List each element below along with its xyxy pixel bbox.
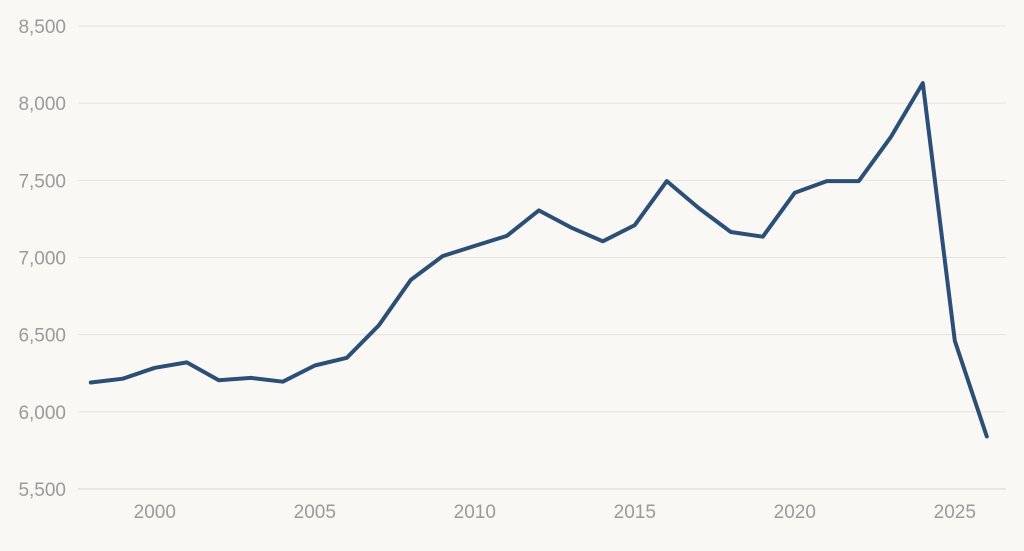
y-tick-label: 6,500 [18,326,66,347]
x-tick-label: 2020 [774,502,816,523]
y-tick-label: 6,000 [18,403,66,424]
series-line-0 [88,81,989,439]
gridlines [78,25,1006,490]
y-tick-label: 8,500 [18,17,66,38]
y-axis-ticks: 5,500 6,000 6,500 7,000 7,500 8,000 8,500 [18,17,66,501]
series-layer [88,81,989,439]
x-tick-label: 2015 [614,502,656,523]
y-tick-label: 8,000 [18,94,66,115]
y-tick-label: 5,500 [18,480,66,501]
y-tick-label: 7,000 [18,249,66,270]
x-tick-label: 2005 [294,502,336,523]
x-axis-ticks: 2000 2005 2010 2015 2020 2025 [134,502,976,523]
x-tick-label: 2010 [454,502,496,523]
x-tick-label: 2000 [134,502,176,523]
y-tick-label: 7,500 [18,171,66,192]
x-tick-label: 2025 [934,502,976,523]
